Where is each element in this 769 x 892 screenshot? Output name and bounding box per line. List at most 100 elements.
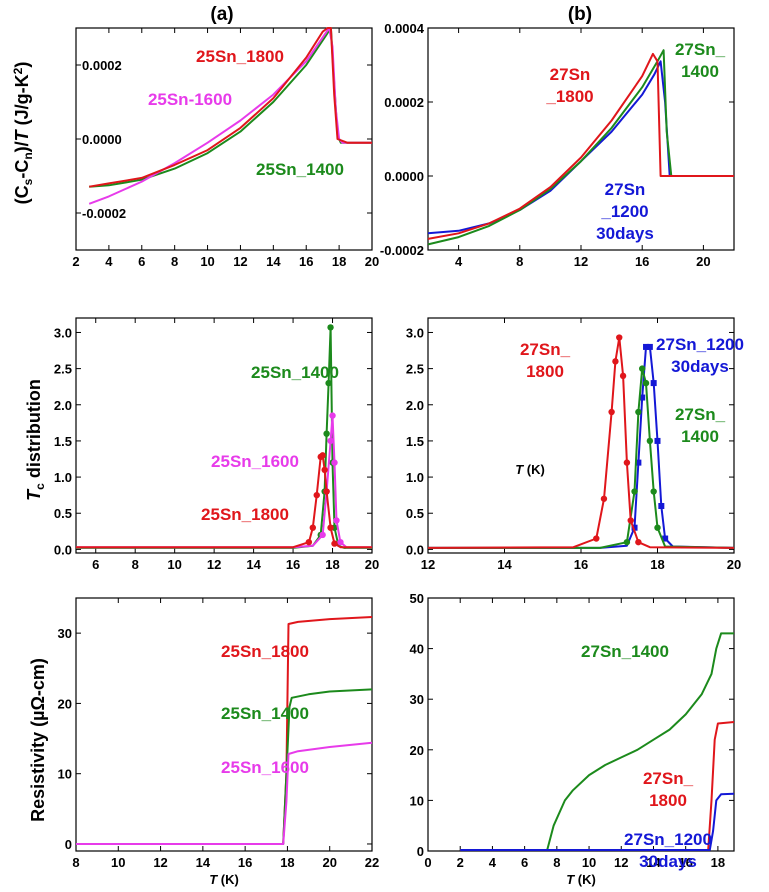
series-annotation: 30days <box>596 224 654 243</box>
x-tick-label: 22 <box>365 855 379 870</box>
x-tick-label: 20 <box>696 254 710 269</box>
data-point <box>650 488 657 495</box>
series-27sn_1200-30days <box>460 792 735 851</box>
ylabel-middle: Tc distribution <box>24 379 47 501</box>
plot-frame <box>75 597 373 852</box>
data-point <box>616 334 623 341</box>
y-tick-label: 0.5 <box>406 506 424 521</box>
data-point <box>331 540 338 547</box>
data-point <box>635 459 642 466</box>
series-25sn_1800 <box>89 27 372 188</box>
series-annotation: 25Sn_1600 <box>211 452 299 471</box>
y-tick-label: 40 <box>410 642 424 657</box>
x-tick-label: 14 <box>196 855 211 870</box>
x-tick-label: 20 <box>365 254 379 269</box>
y-tick-label: 10 <box>58 767 72 782</box>
data-point <box>627 517 634 524</box>
data-point <box>643 343 650 350</box>
y-tick-label: 1.5 <box>406 434 424 449</box>
panel-title-a: (a) <box>210 4 233 25</box>
data-point <box>612 358 619 365</box>
data-point <box>323 488 330 495</box>
data-point <box>325 379 332 387</box>
x-tick-label: 20 <box>322 855 336 870</box>
data-point <box>331 459 338 466</box>
series-annotation: 27Sn_1400 <box>581 642 669 661</box>
data-point <box>650 380 657 387</box>
chart-b2: 12 14 16 18 20 0.0 0.5 1.0 1.5 2.0 2.5 3.0 T (K) 27Sn… <box>406 317 744 572</box>
data-point <box>654 524 661 531</box>
plot-frame <box>427 597 735 852</box>
y-tick-label: 0.5 <box>54 506 72 521</box>
y-tick-label: -0.0002 <box>380 243 424 258</box>
x-axis-label: T (K) <box>566 872 596 887</box>
x-tick-label: 18 <box>711 855 725 870</box>
y-tick-label: 2.5 <box>406 362 424 377</box>
series-annotation: 27Sn_1200 <box>624 830 712 849</box>
data-point <box>327 437 334 445</box>
series-annotation: 1800 <box>649 791 687 810</box>
y-tick-label: 3.0 <box>54 325 72 340</box>
x-tick-label: 6 <box>92 557 99 572</box>
x-tick-label: 12 <box>153 855 167 870</box>
series-25sn_1600 <box>76 741 373 845</box>
data-point <box>593 535 600 542</box>
data-point <box>329 412 336 419</box>
x-tick-label: 14 <box>497 557 512 572</box>
plot-frame <box>75 317 373 554</box>
x-tick-label: 18 <box>325 557 339 572</box>
x-tick-label: 12 <box>614 855 628 870</box>
panel-title-b: (b) <box>568 4 592 25</box>
x-tick-label: 10 <box>111 855 125 870</box>
data-point <box>323 430 330 437</box>
series-27sn_1200-30days <box>428 345 735 549</box>
x-tick-label: 16 <box>299 254 313 269</box>
x-tick-label: 12 <box>233 254 247 269</box>
series-annotation: 25Sn_1800 <box>196 47 284 66</box>
series-annotation: 27Sn_ <box>643 769 694 788</box>
data-point <box>319 531 326 539</box>
x-tick-label: 10 <box>582 855 596 870</box>
series-annotation: 27Sn_ <box>675 40 726 59</box>
data-point <box>631 488 638 495</box>
data-point <box>662 535 669 542</box>
data-point <box>642 379 650 387</box>
x-tick-label: 4 <box>489 855 497 870</box>
y-tick-label: 0.0004 <box>384 21 425 36</box>
x-tick-label: 14 <box>266 254 281 269</box>
data-point <box>313 491 320 499</box>
x-tick-label: 6 <box>138 254 145 269</box>
y-tick-label: 20 <box>58 696 72 711</box>
data-point <box>600 495 608 502</box>
x-tick-label: 2 <box>72 254 79 269</box>
x-tick-label: 8 <box>72 855 79 870</box>
y-tick-label: 1.0 <box>406 470 424 485</box>
series-27sn_1400 <box>428 367 735 549</box>
data-point <box>631 524 638 531</box>
x-tick-label: 16 <box>574 557 588 572</box>
series-annotation: 25Sn-1600 <box>148 90 232 109</box>
x-tick-label: 8 <box>171 254 178 269</box>
data-point <box>333 517 340 524</box>
chart-a3: 8 10 12 14 16 18 20 22 0 10 20 30 T (K) 25Sn_1800 25Sn… <box>58 597 379 887</box>
series-annotation: 25Sn_1400 <box>251 363 339 382</box>
series-annotation: 30days <box>639 852 697 871</box>
series-annotation: 1400 <box>681 62 719 81</box>
series-annotation: _1200 <box>600 202 648 221</box>
data-point <box>635 408 642 416</box>
y-tick-label: 1.5 <box>54 434 72 449</box>
y-tick-label: 3.0 <box>406 325 424 340</box>
series-annotation: 25Sn_1400 <box>221 704 309 723</box>
x-tick-label: 20 <box>727 557 741 572</box>
y-tick-label: 0.0000 <box>82 132 122 147</box>
x-tick-label: 0 <box>424 855 431 870</box>
y-tick-label: 50 <box>410 591 424 606</box>
series-annotation: 25Sn_1800 <box>201 505 289 524</box>
y-tick-label: 2.0 <box>406 398 424 413</box>
series-annotation: 25Sn_1800 <box>221 642 309 661</box>
x-tick-label: 2 <box>457 855 464 870</box>
data-point <box>623 538 631 546</box>
series-annotation: 27Sn_ <box>675 405 726 424</box>
data-point <box>319 452 326 459</box>
